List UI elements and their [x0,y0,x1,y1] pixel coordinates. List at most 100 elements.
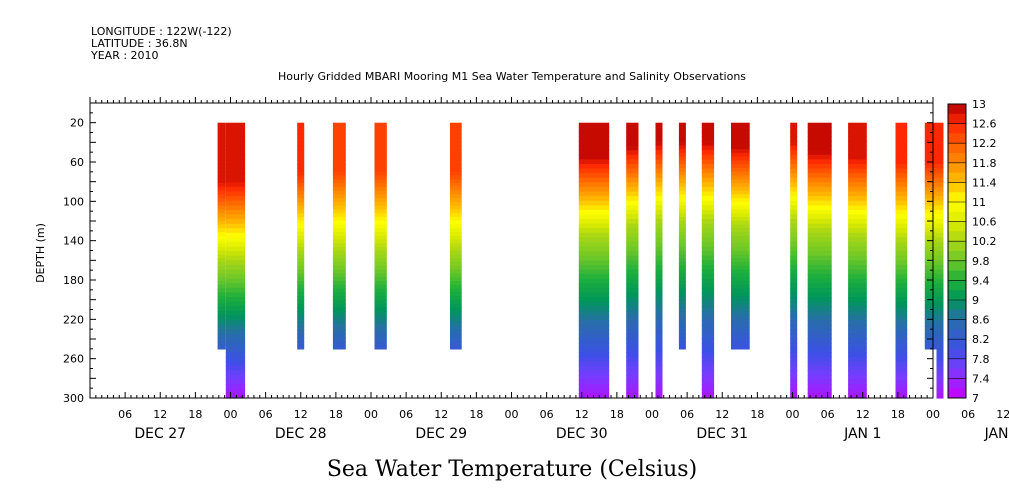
bar-segment [655,269,663,275]
bar-segment [374,262,387,267]
bar-segment [936,164,944,170]
bar-segment [731,179,750,184]
bar-segment [924,330,937,335]
bar-segment [807,136,832,142]
bar-segment [701,232,715,238]
bar-segment [578,214,610,220]
bar-segment [626,310,639,316]
bar-segment [655,136,663,142]
bar-segment [217,296,226,301]
bar-segment [332,232,346,237]
bar-segment [807,292,832,298]
bar-segment [626,384,639,390]
bar-segment [895,379,908,385]
colorbar-band [948,251,966,262]
bar-segment [731,254,750,259]
bar-segment [848,177,867,183]
bar-segment [790,177,798,183]
bar-segment [924,345,937,350]
bar-segment [297,164,305,169]
bar-segment [655,205,663,211]
bar-segment [936,154,944,160]
x-tick-label: 18 [610,408,624,421]
day-label: JAN 2 [984,426,1009,442]
bar-segment [848,324,867,330]
bar-segment [297,137,305,143]
bar-segment [807,287,832,294]
bar-segment [332,145,346,150]
bar-segment [678,330,686,335]
bar-segment [848,306,867,312]
bar-segment [374,175,387,180]
bar-segment [578,246,610,252]
bar-segment [936,131,944,137]
bar-segment [848,246,867,252]
bar-segment [790,186,798,193]
bar-segment [225,292,246,298]
bar-segment [578,209,610,216]
bar-segment [450,341,462,346]
bar-segment [848,242,867,248]
bar-segment [217,303,226,308]
bar-segment [924,201,937,207]
bar-segment [701,315,715,321]
bar-segment [790,365,798,372]
bar-segment [332,235,346,241]
bar-segment [578,200,610,206]
bar-segment [374,288,387,293]
bar-segment [655,154,663,160]
colorbar-label: 10.6 [972,216,997,229]
bar-segment [924,175,937,180]
bar-segment [678,216,686,222]
bar-segment [217,186,226,192]
bar-segment [731,269,750,275]
bar-segment [655,274,663,280]
bar-segment [450,152,462,158]
bar-segment [626,237,639,243]
bar-segment [450,130,462,135]
bar-segment [225,196,246,202]
colorbar-band [948,339,966,350]
bar-segment [374,198,387,203]
bar-segment [450,137,462,143]
bar-segment [297,284,305,290]
bar-segment [848,219,867,225]
bar-segment [450,167,462,173]
bar-segment [374,235,387,241]
colorbar-band [948,172,966,183]
bar-segment [626,352,639,358]
bar-segment [895,260,908,266]
bar-segment [807,310,832,316]
bar-segment [450,232,462,237]
bar-segment [895,278,908,284]
bar-segment [450,307,462,312]
bar-segment [924,145,937,150]
bar-segment [578,168,610,174]
bar-segment [678,247,686,252]
bar-segment [332,205,346,210]
bar-segment [848,278,867,284]
bar-segment [225,274,246,280]
bar-segment [450,156,462,161]
bar-segment [297,254,305,259]
bar-segment [655,177,663,183]
bar-segment [701,361,715,367]
bar-segment [450,216,462,222]
bar-segment [924,281,937,286]
bar-segment [701,338,715,344]
bar-segment [450,250,462,256]
bar-segment [731,303,750,308]
bar-segment [790,352,798,358]
bar-segment [626,324,639,330]
bar-segment [225,384,246,390]
bar-segment [626,182,639,188]
x-tick-label: 12 [294,408,308,421]
bar-segment [790,150,798,156]
bar-segment [297,149,305,154]
colorbar-band [948,388,966,399]
bar-segment [332,345,346,350]
bar-segment [332,213,346,218]
x-tick-label: 06 [118,408,132,421]
colorbar-band [948,182,966,193]
bar-segment [807,242,832,248]
